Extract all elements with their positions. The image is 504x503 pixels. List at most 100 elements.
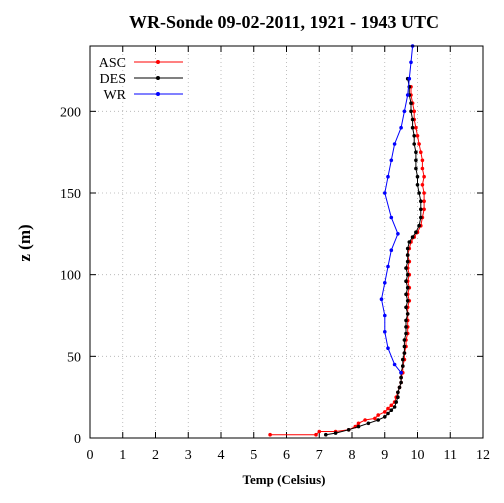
legend-label-wr: WR [103,88,126,103]
data-point-des [404,331,408,336]
data-point-des [399,380,403,385]
data-point-asc [314,432,318,437]
data-point-des [396,395,400,400]
data-point-des [394,400,399,404]
data-point-wr [392,142,397,146]
data-point-asc [376,413,381,417]
data-point-des [356,424,361,429]
data-point-des [397,385,402,390]
legend-label-des: DES [100,72,126,87]
data-point-des [399,375,403,380]
data-point-asc [422,199,426,203]
chart-title: WR-Sonde 09-02-2011, 1921 - 1943 UTC [129,12,439,32]
data-point-asc [373,416,377,421]
data-point-asc [386,406,390,411]
data-point-des [401,357,405,362]
data-point-asc [383,410,387,414]
data-point-des [409,109,413,114]
x-axis-label: Temp (Celsius) [243,472,326,487]
data-point-des [414,166,418,171]
legend-item-asc: ASC [99,56,183,71]
x-tick-label: 12 [476,448,490,463]
x-tick-label: 10 [411,448,425,463]
data-point-des [404,292,408,297]
data-point-asc [412,109,417,114]
data-point-asc [317,429,322,434]
legend-marker-asc [156,60,160,64]
data-point-asc [420,183,425,187]
data-point-des [405,312,410,316]
x-tick-label: 1 [119,448,126,463]
data-point-des [410,125,415,130]
data-point-des [404,325,408,329]
data-point-des [404,318,408,323]
data-point-des [409,101,413,105]
x-tick-label: 0 [87,448,94,463]
data-point-wr [383,330,387,334]
data-point-asc [422,191,426,195]
data-point-des [414,158,418,163]
data-point-des [417,223,421,228]
data-point-asc [422,174,426,179]
y-tick-label: 200 [60,105,81,120]
data-point-wr [405,93,410,97]
data-point-wr [407,76,412,81]
data-point-des [389,408,394,413]
plot-frame [89,45,484,439]
data-point-des [419,207,423,212]
data-point-wr [396,232,400,236]
series-des [324,76,423,437]
data-point-asc [389,403,394,408]
data-point-wr [383,191,387,195]
data-point-des [404,279,408,284]
y-tick-label: 100 [60,269,81,284]
data-point-wr [399,125,403,130]
data-point-des [415,174,420,179]
data-point-des [410,235,415,239]
y-tick-label: 0 [74,432,81,447]
y-axis-label: z (m) [15,224,34,261]
data-point-des [324,432,328,437]
data-point-des [402,351,407,355]
y-tick-label: 150 [60,187,81,202]
data-point-asc [356,421,361,426]
data-point-des [415,183,420,187]
data-point-wr [409,60,413,65]
data-point-des [396,390,400,395]
data-point-des [366,421,371,426]
data-point-wr [392,362,397,367]
x-tick-label: 11 [444,448,457,463]
grid-lines [90,46,483,438]
data-point-des [407,240,412,244]
data-point-wr [389,158,394,163]
legend-label-asc: ASC [99,56,126,71]
data-point-des [405,299,410,303]
data-point-asc [420,166,425,171]
data-point-des [405,246,410,251]
data-point-des [410,117,415,122]
data-point-asc [422,207,426,212]
data-point-des [392,405,397,409]
legend-marker-des [156,76,160,80]
data-point-wr [386,174,390,179]
data-point-asc [414,125,418,130]
data-point-asc [417,142,421,146]
data-point-des [404,305,408,310]
x-tick-label: 7 [316,448,323,463]
series-wr [379,44,415,375]
x-tick-label: 4 [218,448,225,463]
x-tick-label: 9 [381,448,388,463]
data-point-wr [379,297,384,302]
data-series [268,44,426,437]
data-point-des [412,134,417,138]
data-point-des [401,364,405,368]
data-point-des [405,253,410,257]
series-line-des [325,78,422,436]
data-point-wr [389,215,394,220]
data-point-des [417,191,421,195]
legend-item-des: DES [100,72,183,87]
data-point-des [383,415,387,419]
